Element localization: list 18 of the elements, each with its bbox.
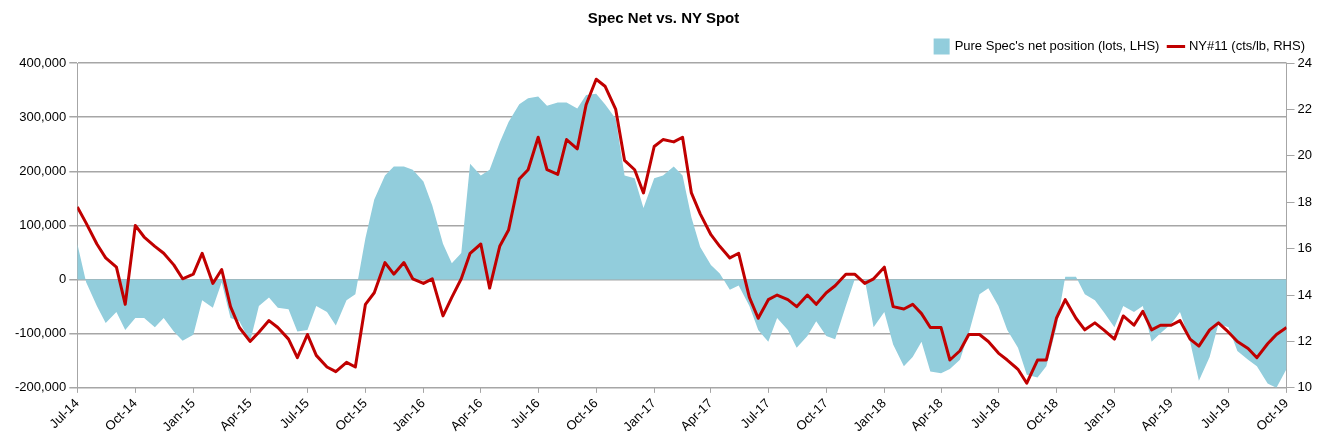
y2-tick-label: 10 [1297,379,1313,395]
y-tick-label: 200,000 [19,162,67,178]
y-tick-label: -100,000 [14,325,67,341]
y-tick-label: 300,000 [19,108,67,124]
y-tick-label: 400,000 [19,54,67,70]
y2-tick-label: 14 [1297,286,1313,302]
y2-tick-label: 12 [1297,333,1313,349]
y2-tick-label: 24 [1297,54,1313,70]
y2-tick-label: 22 [1297,100,1313,116]
y-tick-label: -200,000 [14,379,67,395]
y2-tick-label: 18 [1297,193,1313,209]
y2-tick-label: 20 [1297,147,1313,163]
chart-title: Spec Net vs. NY Spot [587,9,740,27]
y-tick-label: 100,000 [19,217,67,233]
y-tick-label: 0 [59,271,67,287]
legend-label: Pure Spec's net position (lots, LHS) [954,38,1160,54]
y2-tick-label: 16 [1297,240,1313,256]
legend-label: NY#11 (cts/lb, RHS) [1188,38,1306,54]
